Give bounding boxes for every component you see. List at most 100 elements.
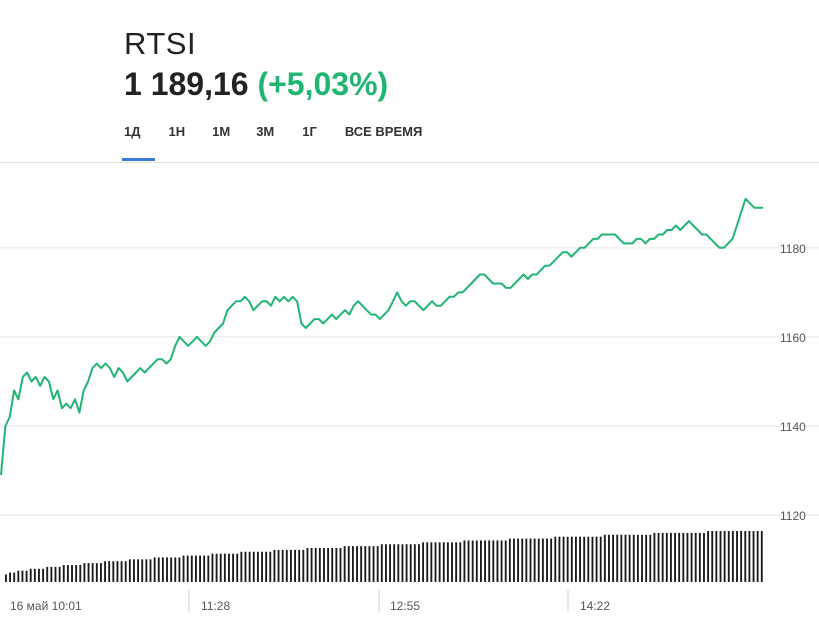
volume-bar — [393, 544, 396, 582]
tab-1m[interactable]: 1М — [212, 124, 231, 139]
volume-bar — [25, 570, 28, 582]
volume-bar — [707, 531, 710, 582]
volume-bar — [426, 542, 429, 582]
volume-bar — [294, 549, 296, 582]
tab-3m[interactable]: 3М — [256, 124, 275, 139]
volume-bar — [612, 534, 615, 582]
tab-1w[interactable]: 1Н — [168, 124, 186, 139]
volume-bar — [170, 557, 173, 582]
volume-bar — [413, 544, 416, 582]
volume-bar — [42, 568, 45, 582]
volume-bar — [711, 531, 714, 582]
volume-bar — [112, 561, 115, 582]
volume-bar — [215, 553, 218, 582]
volume-bar — [281, 549, 284, 582]
volume-bar — [290, 549, 292, 582]
volume-bar — [513, 538, 515, 582]
volume-bar — [736, 531, 738, 582]
volume-bar — [13, 572, 16, 582]
volume-bar — [541, 538, 544, 582]
volume-bar — [620, 534, 623, 582]
volume-bar — [760, 531, 763, 582]
volume-bar — [232, 553, 235, 582]
volume-bar — [46, 566, 49, 582]
volume-bar — [496, 540, 499, 582]
volume-bar — [195, 555, 197, 582]
volume-bar — [632, 534, 635, 582]
volume-bar — [223, 553, 226, 582]
volume-bar — [698, 532, 701, 582]
volume-bar — [236, 553, 239, 582]
volume-bar — [430, 542, 433, 582]
volume-bar — [273, 549, 276, 582]
tab-all-time[interactable]: ВСЕ ВРЕМЯ — [344, 124, 423, 139]
volume-bar — [385, 544, 387, 582]
volume-bar — [533, 538, 536, 582]
volume-bar — [570, 536, 573, 582]
volume-bar — [562, 536, 565, 582]
volume-bar — [302, 549, 305, 582]
volume-bar — [517, 538, 520, 582]
volume-bar — [343, 546, 346, 582]
volume-bar — [727, 531, 730, 582]
volume-bar — [537, 538, 540, 582]
volume-bar — [554, 536, 557, 582]
volume-bar — [740, 531, 743, 582]
volume-bar — [397, 544, 400, 582]
y-tick-label: 1160 — [780, 331, 806, 345]
volume-bar — [475, 540, 478, 582]
volume-bar — [694, 532, 697, 582]
volume-bar — [310, 548, 313, 582]
volume-bar — [438, 542, 441, 582]
volume-bar — [166, 557, 168, 582]
volume-bar — [219, 553, 222, 582]
volume-bar — [54, 566, 57, 582]
y-tick-label: 1120 — [780, 509, 806, 523]
volume-bar — [368, 546, 371, 582]
volume-bar — [335, 548, 338, 582]
volume-bar — [161, 557, 164, 582]
volume-bar — [104, 561, 106, 582]
y-tick-label: 1140 — [780, 420, 806, 434]
tab-1y[interactable]: 1Г — [302, 124, 317, 139]
volume-bar — [380, 544, 383, 582]
volume-bar — [455, 542, 458, 582]
volume-bar — [153, 557, 156, 582]
volume-bar — [641, 534, 643, 582]
volume-bar — [719, 531, 722, 582]
volume-bar — [723, 531, 726, 582]
volume-bar — [95, 563, 98, 582]
volume-bar — [351, 546, 354, 582]
x-tick-label: 14:22 — [580, 599, 610, 613]
volume-bar — [558, 536, 561, 582]
volume-bar — [674, 532, 676, 582]
volume-bar — [50, 566, 53, 582]
volume-bar — [376, 546, 379, 582]
volume-bar — [133, 559, 135, 582]
volume-bar — [285, 549, 288, 582]
ticker-symbol: RTSI — [124, 26, 197, 61]
volume-bar — [682, 532, 685, 582]
x-tick-label: 11:28 — [201, 599, 230, 613]
volume-bar — [418, 544, 420, 582]
volume-bar — [409, 544, 412, 582]
volume-bar — [207, 555, 210, 582]
volume-bar — [463, 540, 466, 582]
volume-bar — [71, 565, 73, 582]
y-tick-label: 1180 — [780, 242, 806, 256]
volume-bar — [508, 538, 511, 582]
x-tick-label: 12:55 — [390, 599, 420, 613]
volume-bar — [715, 531, 718, 582]
volume-bar — [261, 551, 263, 582]
volume-bar — [75, 565, 78, 582]
volume-bar — [665, 532, 668, 582]
volume-bar — [616, 534, 619, 582]
volume-bar — [442, 542, 445, 582]
volume-bar — [661, 532, 664, 582]
tab-1d[interactable]: 1Д — [122, 125, 154, 161]
volume-bar — [79, 565, 82, 582]
volume-bar — [748, 531, 751, 582]
volume-bar — [356, 546, 358, 582]
volume-bar — [203, 555, 206, 582]
